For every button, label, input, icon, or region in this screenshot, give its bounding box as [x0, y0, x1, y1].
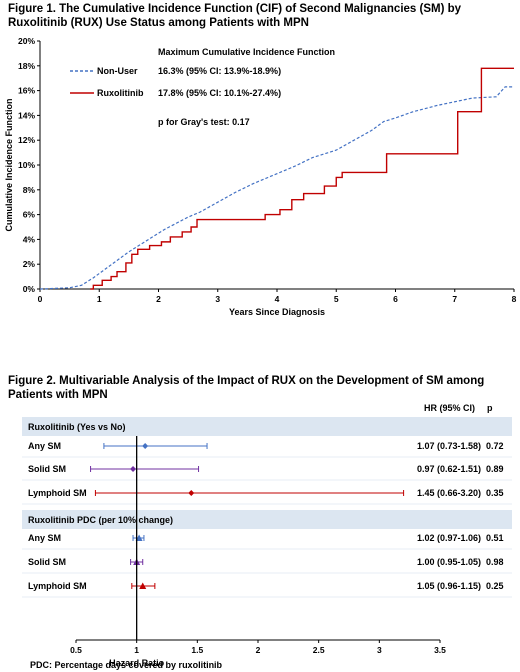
x-tick-label: 3.5	[434, 645, 446, 655]
x-tick-label: 2	[256, 645, 261, 655]
p-value: 0.89	[486, 464, 504, 474]
y-tick-label: 4%	[23, 234, 36, 244]
x-tick-label: 6	[393, 294, 398, 304]
x-tick-label: 1	[97, 294, 102, 304]
x-tick-label: 5	[334, 294, 339, 304]
row-label: Lymphoid SM	[28, 488, 87, 498]
figure1-title-line2: Ruxolitinib (RUX) Use Status among Patie…	[8, 17, 309, 29]
p-value: 0.98	[486, 557, 504, 567]
y-tick-label: 0%	[23, 284, 36, 294]
row-label: Solid SM	[28, 557, 66, 567]
group-label: Ruxolitinib PDC (per 10% change)	[28, 515, 173, 525]
x-tick-label: 0.5	[70, 645, 82, 655]
row-label: Lymphoid SM	[28, 581, 87, 591]
hr-value: 1.00 (0.95-1.05)	[417, 557, 481, 567]
figure1-cif-chart: 0% 2% 4% 6% 8% 10% 12% 14% 16% 18% 20% 0 1 2 3 4 5 6 7 8 Yea…	[4, 36, 517, 317]
p-value: 0.35	[486, 488, 504, 498]
hr-value: 1.07 (0.73-1.58)	[417, 441, 481, 451]
group-band	[22, 417, 512, 436]
p-column-header: p	[487, 403, 493, 413]
hr-value: 1.45 (0.66-3.20)	[417, 488, 481, 498]
y-tick-label: 20%	[18, 36, 35, 46]
x-axis-label: Hazard Ratio	[109, 658, 165, 668]
legend-label: Non-User	[97, 66, 138, 76]
x-tick-label: 8	[512, 294, 517, 304]
x-tick-label: 1.5	[191, 645, 203, 655]
legend-label: Ruxolitinib	[97, 88, 144, 98]
row-label: Any SM	[28, 441, 61, 451]
y-tick-label: 6%	[23, 210, 36, 220]
y-axis-label: Cumulative Incidence Function	[4, 98, 14, 231]
x-tick-label: 4	[275, 294, 280, 304]
figure1-p-value: p for Gray's test: 0.17	[158, 117, 250, 127]
y-tick-label: 12%	[18, 135, 35, 145]
figure2-forest-plot: Ruxolitinib (Yes vs No) Any SM 1.07 (0.73-…	[22, 417, 512, 668]
series-line-non-user	[39, 86, 514, 290]
hr-value: 1.02 (0.97-1.06)	[417, 533, 481, 543]
hr-column-header: HR (95% CI)	[424, 403, 475, 413]
hr-value: 0.97 (0.62-1.51)	[417, 464, 481, 474]
y-tick-label: 18%	[18, 61, 35, 71]
legend-summary: 16.3% (95% CI: 13.9%-18.9%)	[158, 66, 281, 76]
y-tick-label: 14%	[18, 110, 35, 120]
row-label: Any SM	[28, 533, 61, 543]
x-axis-label: Years Since Diagnosis	[229, 307, 325, 317]
p-value: 0.51	[486, 533, 504, 543]
x-tick-label: 2	[156, 294, 161, 304]
x-tick-label: 0	[38, 294, 43, 304]
hr-value: 1.05 (0.96-1.15)	[417, 581, 481, 591]
legend-summary: 17.8% (95% CI: 10.1%-27.4%)	[158, 88, 281, 98]
group-band	[22, 510, 512, 529]
figure1-legend-header: Maximum Cumulative Incidence Function	[158, 47, 335, 57]
y-tick-label: 16%	[18, 86, 35, 96]
figure2-title-line1: Figure 2. Multivariable Analysis of the …	[8, 375, 484, 387]
hr-point-triangle	[139, 582, 147, 589]
x-tick-label: 1	[134, 645, 139, 655]
x-tick-label: 7	[452, 294, 457, 304]
y-tick-label: 8%	[23, 185, 36, 195]
x-tick-label: 2.5	[313, 645, 325, 655]
group-label: Ruxolitinib (Yes vs No)	[28, 422, 126, 432]
hr-point-diamond	[142, 443, 149, 449]
y-tick-label: 2%	[23, 259, 36, 269]
figure2-title-line2: Patients with MPN	[8, 389, 108, 401]
p-value: 0.25	[486, 581, 504, 591]
hr-point-triangle	[135, 534, 143, 541]
p-value: 0.72	[486, 441, 504, 451]
x-tick-label: 3	[377, 645, 382, 655]
row-label: Solid SM	[28, 464, 66, 474]
series-line-ruxolitinib	[90, 67, 514, 290]
figure2-footnote: PDC: Percentage days covered by ruxoliti…	[30, 660, 223, 670]
hr-point-diamond	[130, 466, 137, 472]
hr-point-diamond	[188, 490, 195, 496]
x-tick-label: 3	[215, 294, 220, 304]
y-tick-label: 10%	[18, 160, 35, 170]
figure1-title-line1: Figure 1. The Cumulative Incidence Funct…	[8, 3, 462, 15]
